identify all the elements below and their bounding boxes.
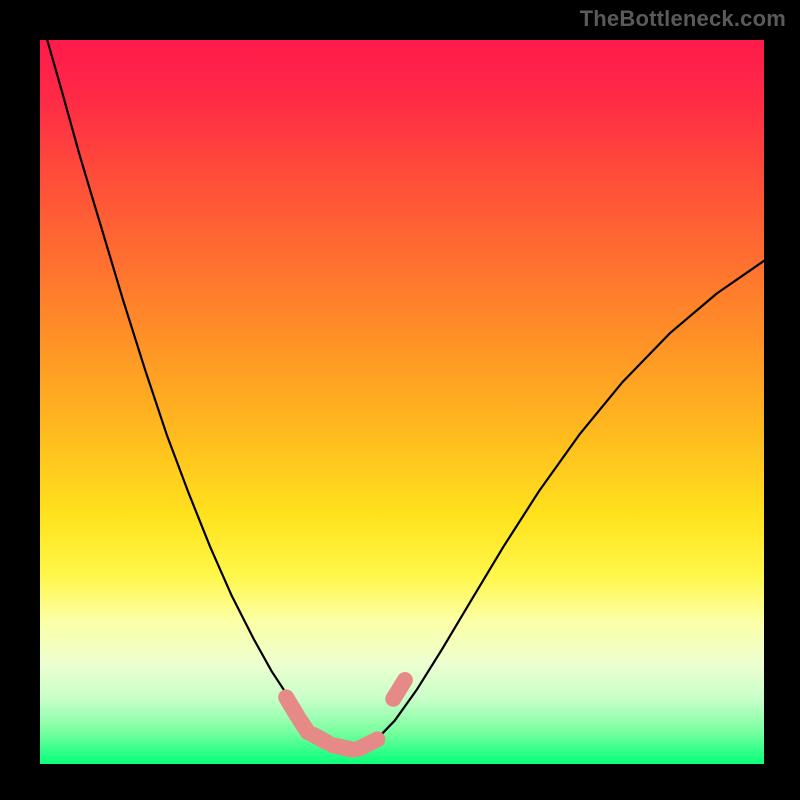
watermark-text: TheBottleneck.com	[580, 6, 786, 32]
plot-area	[40, 40, 764, 764]
marker-segment	[299, 719, 308, 732]
chart-svg	[40, 40, 764, 764]
marker-group	[286, 680, 405, 750]
marker-segment	[332, 745, 352, 749]
marker-segment	[393, 680, 405, 699]
marker-segment	[359, 739, 378, 748]
marker-segment	[314, 735, 327, 742]
bottleneck-curve	[47, 40, 764, 750]
